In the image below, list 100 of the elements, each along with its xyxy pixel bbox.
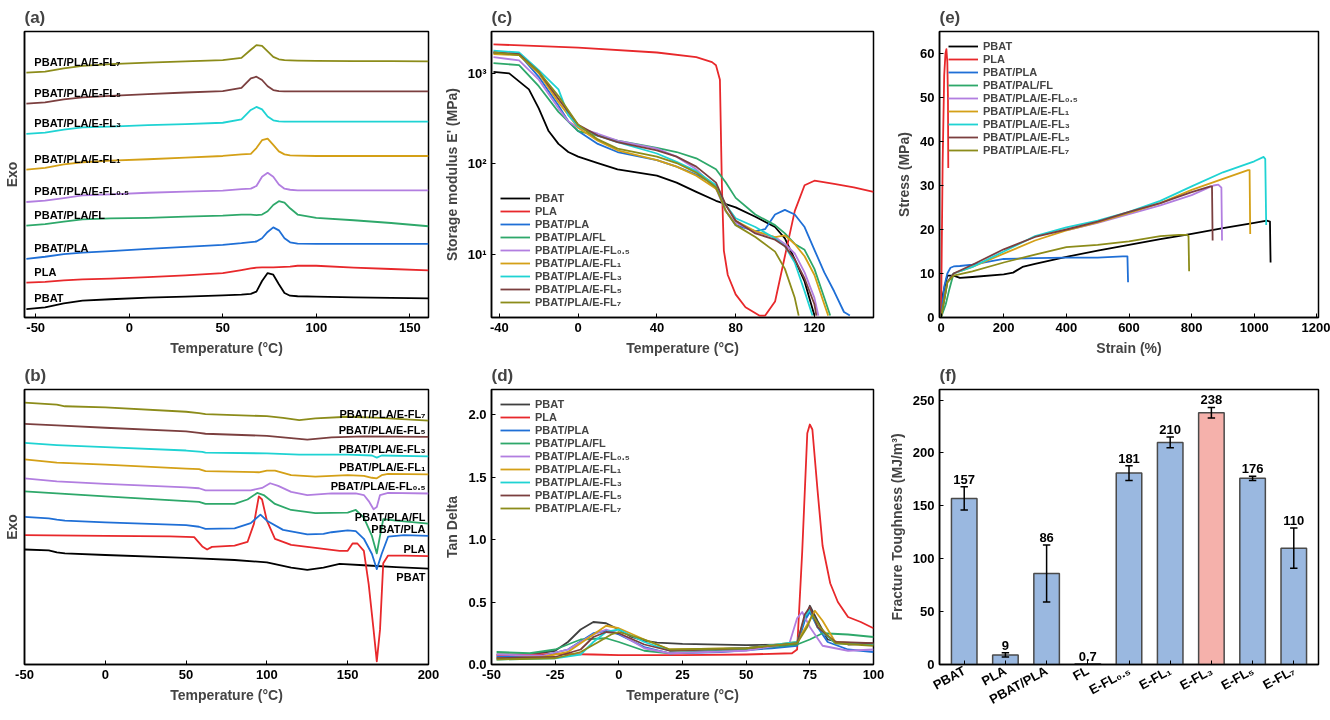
data-label: 210 (1159, 422, 1182, 438)
legend-label: PBAT (535, 398, 565, 410)
x-tick-label: 1200 (1301, 319, 1330, 335)
x-tick-label: 0 (101, 666, 109, 682)
legend-label: PBAT/PLA/E-FL₁ (983, 105, 1070, 117)
x-tick-label: 1000 (1239, 319, 1269, 335)
y-axis-title: Tan Delta (444, 495, 461, 558)
y-tick-label: 40 (920, 134, 935, 149)
x-axis-title: Temperature (°C) (170, 339, 283, 356)
series-label: PBAT/PLA/E-FL₁ (339, 461, 426, 474)
legend-label: PBAT/PLA/E-FL₃ (983, 118, 1070, 130)
chart-title: (d) (491, 365, 514, 385)
y-tick-label: 10¹ (467, 246, 487, 262)
legend-label: PBAT/PAL/FL (983, 79, 1053, 91)
legend-label: PBAT/PLA (535, 218, 590, 230)
series-label: PLA (34, 265, 57, 278)
x-axis-title: Temperature (°C) (170, 686, 283, 703)
x-tick-label: 400 (1055, 319, 1078, 335)
y-axis-title: Stress (MPa) (896, 132, 913, 217)
legend-label: PLA (535, 411, 557, 423)
legend-label: PBAT/PLA/E-FL₁ (535, 463, 622, 475)
series-label: PBAT/PLA (34, 241, 89, 254)
legend-label: PBAT/PLA/E-FL₀.₅ (535, 450, 630, 462)
legend-label: PBAT/PLA/E-FL₃ (535, 270, 622, 282)
series-label: PBAT/PLA/E-FL₅ (34, 86, 122, 99)
legend-label: PBAT/PLA/E-FL₇ (535, 296, 622, 308)
series-label: PBAT/PLA/E-FL₁ (34, 152, 122, 165)
series-label: PBAT (396, 570, 426, 583)
x-tick-label: E-FL₃ (1177, 662, 1215, 693)
series-label: PBAT/PLA/E-FL₅ (338, 423, 426, 436)
legend-label: PBAT/PLA/E-FL₇ (535, 502, 622, 514)
x-tick-label: 0 (937, 319, 945, 335)
legend-label: PBAT/PLA/E-FL₅ (983, 131, 1070, 143)
y-tick-label: 10² (467, 156, 488, 172)
legend-label: PBAT/PLA/E-FL₀.₅ (535, 244, 630, 256)
series-label: PBAT (34, 292, 64, 305)
y-axis-title: Exo (3, 161, 20, 188)
x-tick-label: -50 (15, 666, 34, 682)
x-tick-label: 150 (336, 666, 359, 682)
x-tick-label: 100 (305, 319, 328, 335)
legend-label: PBAT/PLA/FL (535, 437, 606, 449)
x-tick-label: 75 (802, 666, 818, 682)
series-label: PLA (403, 543, 426, 556)
legend-label: PBAT/PLA/E-FL₁ (535, 257, 622, 269)
series-label: PBAT/PLA/FL (34, 208, 106, 221)
x-tick-label: 40 (649, 319, 665, 335)
data-label: 86 (1039, 529, 1054, 545)
x-tick-label: 100 (256, 666, 278, 682)
x-tick-label: 80 (728, 319, 743, 335)
chart-title: (b) (24, 365, 47, 385)
x-tick-label: 150 (398, 319, 421, 335)
data-label: 9 (1001, 637, 1010, 653)
legend-label: PBAT/PLA (535, 424, 590, 436)
y-tick-label: 10 (920, 266, 935, 281)
x-tick-label: 0 (125, 319, 133, 335)
y-axis-title: Storage modulus E' (MPa) (443, 88, 460, 261)
legend-label: PLA (535, 205, 557, 217)
y-tick-label: 0.0 (468, 657, 487, 672)
y-tick-label: 200 (912, 445, 935, 461)
x-tick-label: FL (1070, 662, 1092, 684)
y-tick-label: 250 (912, 392, 935, 408)
x-tick-label: -40 (489, 319, 509, 335)
y-tick-label: 2.0 (468, 407, 487, 422)
x-tick-label: 800 (1180, 319, 1203, 335)
x-tick-label: -25 (545, 666, 565, 682)
chart-title: (a) (24, 7, 46, 27)
x-tick-label: 25 (675, 666, 690, 682)
x-axis-title: Temperature (°C) (626, 686, 739, 703)
x-axis-title: Temperature (°C) (626, 339, 739, 356)
legend-label: PBAT/PLA/E-FL₅ (535, 489, 622, 501)
y-tick-label: 0.5 (468, 594, 487, 610)
series-label: PBAT/PLA/E-FL₃ (338, 443, 426, 456)
x-tick-label: E-FL₇ (1260, 662, 1298, 693)
y-tick-label: 10³ (467, 65, 488, 81)
legend-label: PBAT/PLA (983, 66, 1038, 78)
data-label: 238 (1200, 392, 1223, 408)
x-tick-label: 50 (738, 666, 754, 682)
y-tick-label: 1.0 (468, 532, 487, 547)
x-tick-label: 200 (992, 319, 1015, 335)
series-label: PBAT/PLA/E-FL₃ (34, 116, 122, 129)
x-tick-label: 50 (215, 319, 230, 335)
y-axis-title: Exo (3, 514, 20, 540)
legend-label: PBAT/PLA/E-FL₀.₅ (983, 92, 1078, 104)
x-tick-label: 0 (615, 666, 623, 682)
legend-label: PBAT/PLA/E-FL₇ (983, 144, 1070, 156)
legend-label: PBAT (983, 40, 1013, 52)
series-label: PBAT/PLA/E-FL₀.₅ (330, 480, 426, 493)
x-tick-label: -50 (26, 319, 46, 335)
x-tick-label: E-FL₁ (1136, 662, 1174, 693)
x-tick-label: 600 (1118, 319, 1140, 335)
y-tick-label: 30 (920, 178, 935, 193)
x-tick-label: 100 (862, 666, 885, 682)
y-tick-label: 60 (920, 46, 935, 61)
x-tick-label: 50 (178, 666, 194, 682)
y-axis-title: Fracture Toughness (MJ/m³) (888, 433, 905, 621)
y-tick-label: 50 (920, 90, 935, 105)
y-tick-label: 100 (912, 551, 935, 567)
series-label: PBAT/PLA/E-FL₇ (339, 407, 426, 420)
x-axis-title: Strain (%) (1096, 339, 1162, 356)
chart-title: (e) (939, 7, 961, 27)
